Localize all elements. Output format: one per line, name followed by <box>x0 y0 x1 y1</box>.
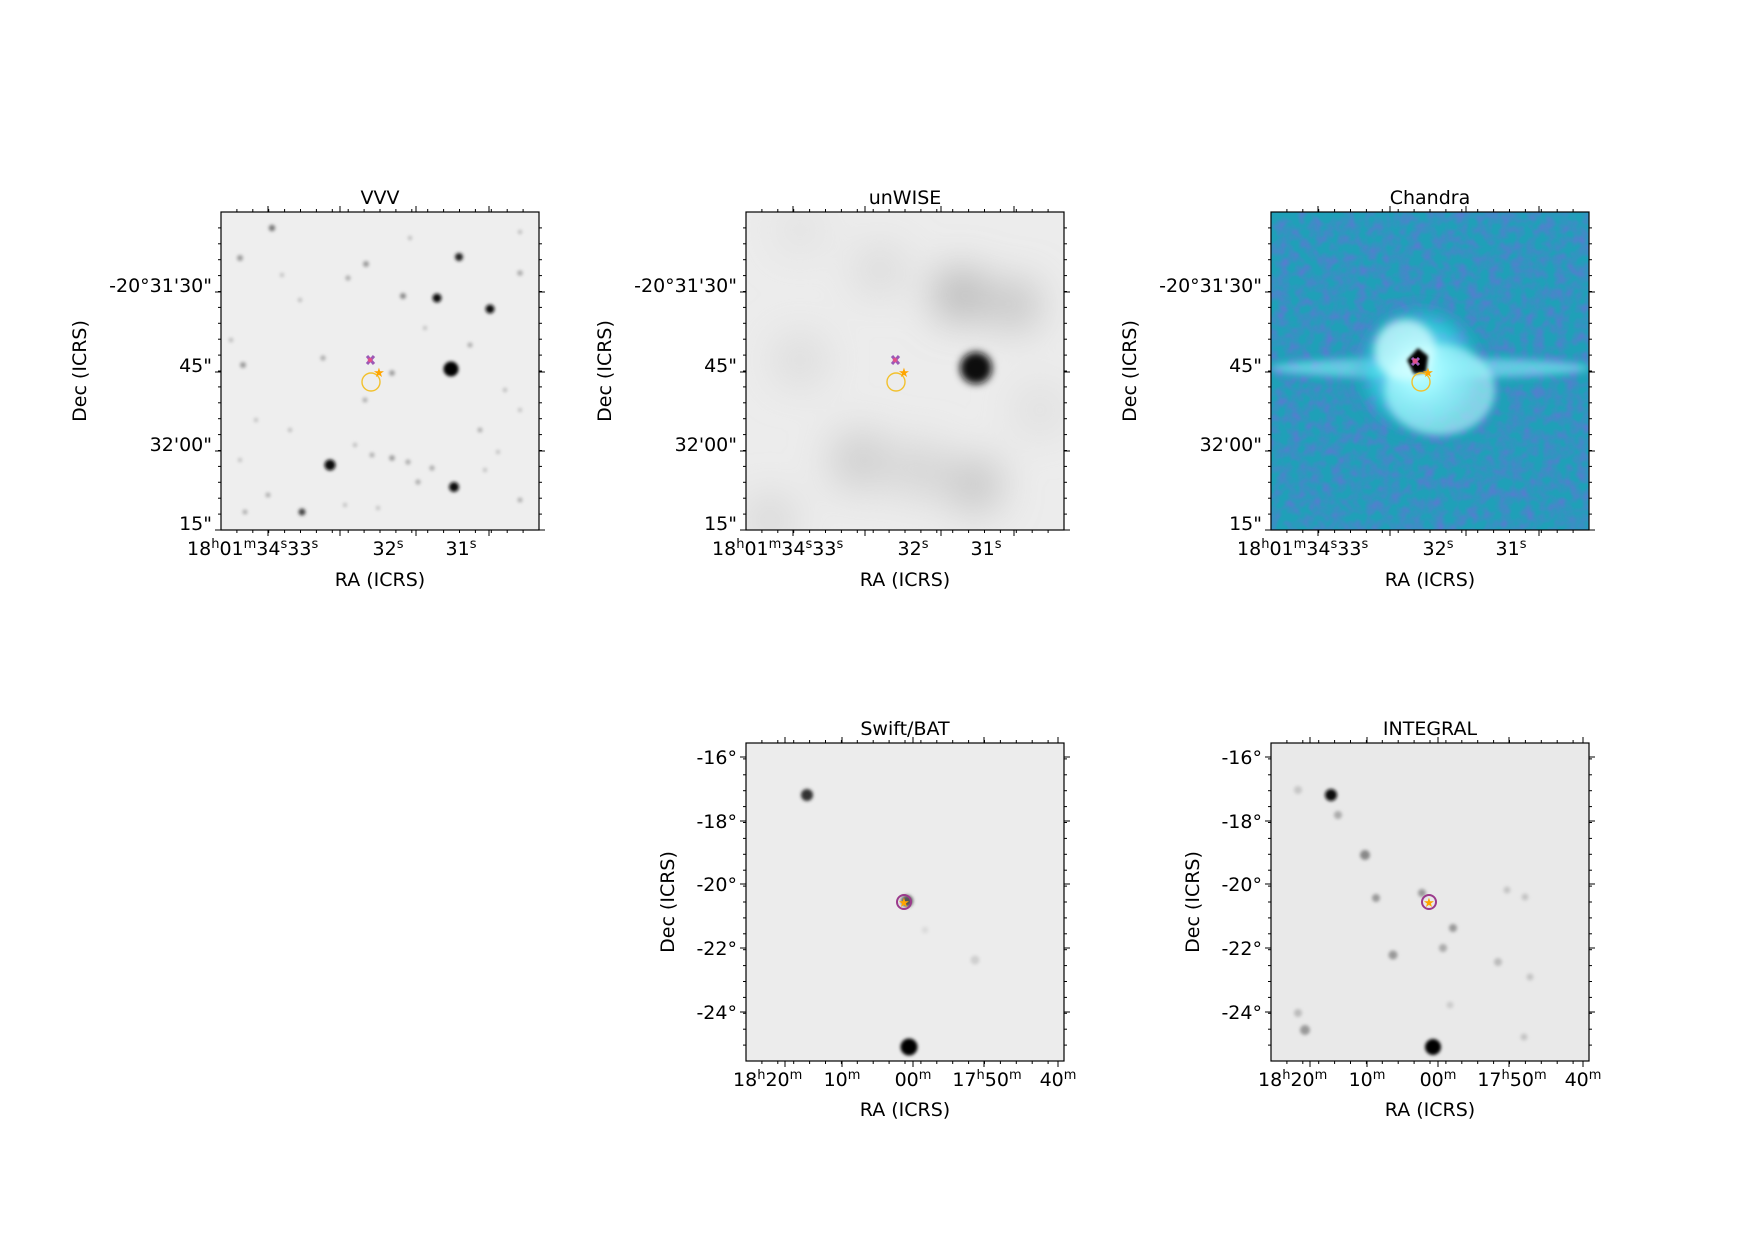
y-tick-label: 45" <box>179 355 212 377</box>
circle-marker <box>1421 894 1437 910</box>
y-tick-label: -22° <box>696 938 737 960</box>
y-tick-label: 32'00" <box>1200 434 1262 456</box>
circle-marker <box>1411 372 1431 392</box>
panel-swift: Swift/BAT ★ <box>745 718 1065 1062</box>
panel-title: Swift/BAT <box>860 718 950 740</box>
x-tick-label: 00m <box>1420 1068 1457 1091</box>
panel-chandra: Chandra ★ <box>1270 187 1590 531</box>
x-tick-label: 40m <box>1040 1068 1077 1091</box>
swift-image <box>746 743 1064 1061</box>
y-axis-label: Dec (ICRS) <box>1119 320 1141 422</box>
swift-y-ticks: -16° -18° -20° -22° -24° <box>696 747 737 1024</box>
y-axis-label: Dec (ICRS) <box>594 320 616 422</box>
x-tick-label: 32s <box>898 537 929 560</box>
unwise-x-ticks: 18h01m34s33s 32s 31s <box>712 537 1002 560</box>
panel-title: unWISE <box>869 187 942 209</box>
y-tick-label: -20°31'30" <box>634 275 737 297</box>
unwise-image <box>746 212 1064 530</box>
y-axis-label: Dec (ICRS) <box>1182 851 1204 953</box>
y-tick-label: -24° <box>696 1002 737 1024</box>
circle-marker <box>896 894 912 910</box>
star-marker: ★ <box>1422 366 1434 381</box>
unwise-markers: ★ <box>886 355 910 392</box>
chandra-y-ticks: -20°31'30" 45" 32'00" 15" <box>1159 275 1262 535</box>
y-tick-label: -20° <box>696 874 737 896</box>
y-tick-label: -24° <box>1221 1002 1262 1024</box>
chandra-markers: ★ <box>1410 356 1434 392</box>
x-tick-label: 18h01m34s33s <box>1237 537 1368 560</box>
x-axis-label: RA (ICRS) <box>1385 569 1475 591</box>
integral-image <box>1271 743 1589 1061</box>
x-tick-label: 31s <box>1496 537 1527 560</box>
y-tick-label: 32'00" <box>675 434 737 456</box>
vvv-image <box>221 212 539 530</box>
x-tick-label: 31s <box>446 537 477 560</box>
circle-marker <box>361 372 381 392</box>
panel-vvv: VVV <box>220 187 540 531</box>
x-axis-label: RA (ICRS) <box>860 569 950 591</box>
dot-marker <box>367 357 373 363</box>
y-tick-label: -18° <box>1221 811 1262 833</box>
y-tick-label: -20°31'30" <box>109 275 212 297</box>
x-tick-label: 18h20m <box>733 1068 802 1091</box>
swift-markers: ★ <box>896 894 912 911</box>
star-marker: ★ <box>373 366 385 381</box>
panel-unwise: unWISE ★ <box>745 187 1065 531</box>
star-marker: ★ <box>1423 896 1435 911</box>
panel-title: INTEGRAL <box>1383 718 1478 740</box>
star-marker: ★ <box>898 896 910 911</box>
x-tick-label: 32s <box>373 537 404 560</box>
circle-marker <box>886 372 906 392</box>
axes-ticks <box>215 206 1595 1067</box>
y-tick-label: 15" <box>1229 513 1262 535</box>
panel-integral: INTEGRAL <box>1270 718 1590 1062</box>
dot-marker <box>1412 358 1418 364</box>
vvv-x-ticks: 18h01m34s33s 32s 31s <box>187 537 477 560</box>
x-axis-label: RA (ICRS) <box>335 569 425 591</box>
y-tick-label: -16° <box>1221 747 1262 769</box>
x-tick-label: 32s <box>1423 537 1454 560</box>
y-tick-label: 15" <box>704 513 737 535</box>
y-tick-label: 45" <box>704 355 737 377</box>
vvv-markers: ★ <box>361 355 385 392</box>
chandra-image <box>1271 212 1589 530</box>
axis-labels: RA (ICRS) RA (ICRS) RA (ICRS) RA (ICRS) … <box>69 320 1475 1121</box>
star-marker: ★ <box>898 366 910 381</box>
integral-x-ticks: 18h20m 10m 00m 17h50m 40m <box>1258 1068 1601 1091</box>
y-tick-label: 32'00" <box>150 434 212 456</box>
panel-title: Chandra <box>1390 187 1471 209</box>
swift-x-ticks: 18h20m 10m 00m 17h50m 40m <box>733 1068 1076 1091</box>
y-tick-label: 45" <box>1229 355 1262 377</box>
x-axis-label: RA (ICRS) <box>1385 1099 1475 1121</box>
y-tick-label: -20°31'30" <box>1159 275 1262 297</box>
y-axis-label: Dec (ICRS) <box>657 851 679 953</box>
y-tick-label: -18° <box>696 811 737 833</box>
y-tick-label: -22° <box>1221 938 1262 960</box>
x-tick-label: 00m <box>895 1068 932 1091</box>
x-tick-label: 31s <box>971 537 1002 560</box>
x-tick-label: 17h50m <box>1477 1068 1546 1091</box>
unwise-y-ticks: -20°31'30" 45" 32'00" 15" <box>634 275 737 535</box>
y-tick-label: -20° <box>1221 874 1262 896</box>
integral-markers: ★ <box>1421 894 1437 911</box>
chandra-x-ticks: 18h01m34s33s 32s 31s <box>1237 537 1527 560</box>
x-tick-label: 10m <box>824 1068 861 1091</box>
x-tick-label: 18h01m34s33s <box>712 537 843 560</box>
x-tick-label: 18h01m34s33s <box>187 537 318 560</box>
y-axis-label: Dec (ICRS) <box>69 320 91 422</box>
x-tick-label: 18h20m <box>1258 1068 1327 1091</box>
vvv-y-ticks: -20°31'30" 45" 32'00" 15" <box>109 275 212 535</box>
x-tick-label: 40m <box>1565 1068 1602 1091</box>
y-tick-label: -16° <box>696 747 737 769</box>
dot-marker <box>892 357 898 363</box>
panel-title: VVV <box>361 187 400 209</box>
x-tick-label: 10m <box>1349 1068 1386 1091</box>
x-axis-label: RA (ICRS) <box>860 1099 950 1121</box>
x-tick-label: 17h50m <box>952 1068 1021 1091</box>
integral-y-ticks: -16° -18° -20° -22° -24° <box>1221 747 1262 1024</box>
y-tick-label: 15" <box>179 513 212 535</box>
